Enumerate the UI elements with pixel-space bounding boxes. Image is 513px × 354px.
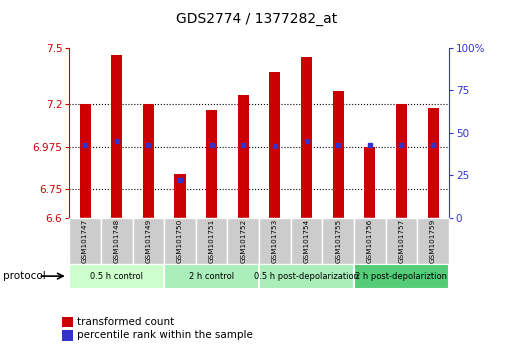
Bar — [259, 218, 291, 264]
Bar — [301, 57, 312, 218]
Bar — [206, 110, 217, 218]
Text: GSM101748: GSM101748 — [114, 219, 120, 263]
Text: GSM101749: GSM101749 — [145, 219, 151, 263]
Text: GSM101747: GSM101747 — [82, 219, 88, 263]
Bar — [269, 72, 281, 218]
Bar — [132, 218, 164, 264]
Text: 2 h post-depolariztion: 2 h post-depolariztion — [356, 272, 447, 281]
Text: transformed count: transformed count — [77, 317, 174, 327]
Bar — [259, 264, 354, 289]
Bar — [354, 264, 449, 289]
Text: GSM101750: GSM101750 — [177, 219, 183, 263]
Text: GSM101752: GSM101752 — [240, 219, 246, 263]
Text: GDS2774 / 1377282_at: GDS2774 / 1377282_at — [176, 12, 337, 27]
Text: 0.5 h control: 0.5 h control — [90, 272, 143, 281]
Bar — [417, 218, 449, 264]
Bar — [227, 218, 259, 264]
Bar — [69, 218, 101, 264]
Bar — [386, 218, 417, 264]
Bar — [101, 218, 132, 264]
Bar — [364, 147, 376, 218]
Text: GSM101753: GSM101753 — [272, 219, 278, 263]
Bar — [174, 174, 186, 218]
Bar — [69, 264, 164, 289]
Bar — [164, 264, 259, 289]
Bar — [291, 218, 322, 264]
Text: 0.5 h post-depolarization: 0.5 h post-depolarization — [254, 272, 359, 281]
Text: GSM101751: GSM101751 — [209, 219, 214, 263]
Bar — [143, 104, 154, 218]
Bar — [427, 108, 439, 218]
Bar — [322, 218, 354, 264]
Bar — [238, 95, 249, 218]
Bar — [196, 218, 227, 264]
Bar — [80, 104, 91, 218]
Bar — [332, 91, 344, 218]
Text: GSM101757: GSM101757 — [399, 219, 404, 263]
Bar — [396, 104, 407, 218]
Text: GSM101755: GSM101755 — [335, 219, 341, 263]
Bar — [354, 218, 386, 264]
Text: protocol: protocol — [3, 271, 45, 281]
Text: 2 h control: 2 h control — [189, 272, 234, 281]
Bar — [111, 55, 122, 218]
Text: GSM101754: GSM101754 — [304, 219, 309, 263]
Text: GSM101756: GSM101756 — [367, 219, 373, 263]
Text: percentile rank within the sample: percentile rank within the sample — [77, 330, 253, 340]
Text: GSM101759: GSM101759 — [430, 219, 436, 263]
Bar — [164, 218, 196, 264]
